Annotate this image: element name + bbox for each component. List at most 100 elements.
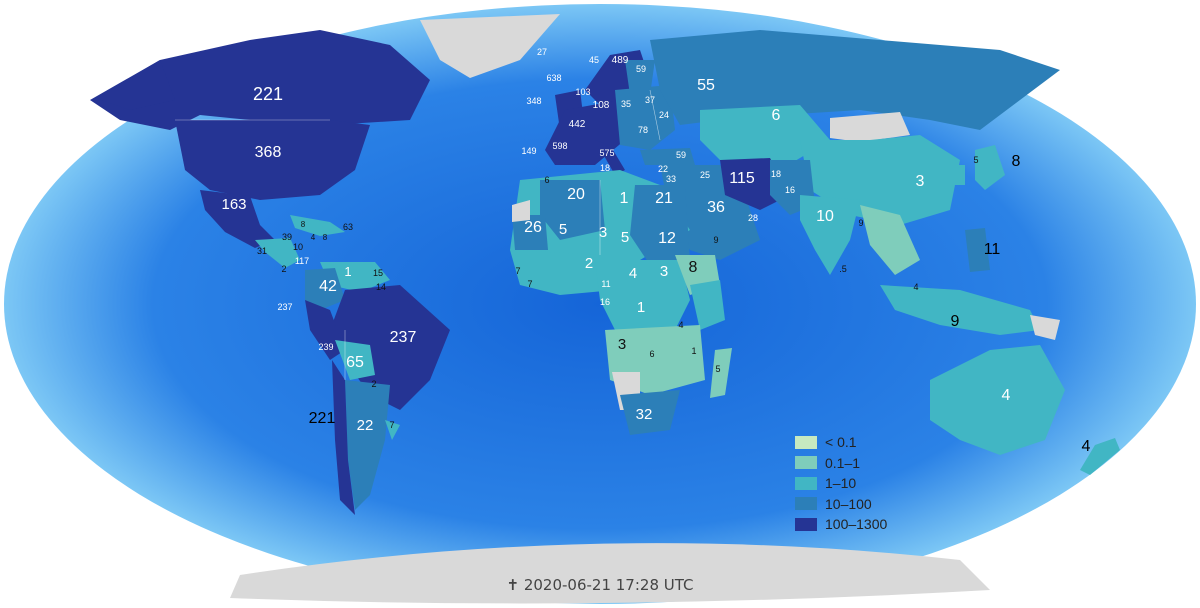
value-label-cyprus: 22 [658,164,668,174]
region-finland[interactable] [625,60,655,95]
value-label-germany: 108 [593,100,610,111]
value-label-philippines: 11 [984,241,1001,258]
region-canada[interactable] [90,30,430,130]
region-caribbean[interactable] [290,215,345,236]
region-chile[interactable] [332,360,355,515]
legend-swatch [795,456,817,470]
region-philippines[interactable] [965,228,990,272]
value-label-lebanon: 33 [666,174,676,184]
region-central-asia[interactable] [700,105,830,170]
value-label-southafrica: 32 [636,406,653,423]
value-label-guatemala: 39 [282,232,292,242]
region-east-africa[interactable] [690,280,725,330]
value-label-mozambique: 1 [691,346,696,356]
value-label-portugal: 149 [521,146,536,156]
value-label-senegal: 7 [515,266,520,276]
value-label-dominican: 63 [343,222,353,232]
value-label-saudi: 36 [707,199,725,216]
region-egypt-sudan[interactable] [630,185,690,265]
region-italy[interactable] [595,140,625,175]
region-japan[interactable] [975,145,1005,190]
value-label-chile: 221 [309,410,336,427]
region-mauritania[interactable] [512,215,548,250]
value-label-ethiopia: 8 [689,259,698,276]
region-eastern-europe[interactable] [615,85,675,150]
country-borders [175,89,661,380]
region-south-africa[interactable] [620,390,680,435]
value-label-mali: 5 [559,221,567,238]
legend-item: 100–1300 [795,514,935,535]
region-papua[interactable] [1030,315,1060,340]
value-label-italy: 575 [599,148,614,158]
region-west-africa[interactable] [510,250,615,295]
legend-swatch [795,435,817,449]
region-turkey[interactable] [640,148,695,165]
value-label-elsalvador: 31 [257,246,267,256]
value-label-indonesia: 9 [951,313,960,330]
region-central-africa[interactable] [595,260,690,340]
region-australia[interactable] [930,345,1065,455]
value-label-drc: 1 [637,299,645,316]
region-indonesia[interactable] [880,285,1040,335]
legend-item: < 0.1 [795,432,935,453]
value-label-madagascar: 5 [715,364,720,374]
legend-label: 100–1300 [825,516,888,533]
region-peru[interactable] [305,300,345,360]
value-label-malaysia: 4 [913,282,918,292]
region-brazil[interactable] [330,285,450,410]
value-label-colombia: 42 [319,278,337,295]
value-label-angola: 3 [618,336,626,353]
region-uruguay[interactable] [385,420,400,440]
region-central-america[interactable] [255,238,300,268]
region-usa[interactable] [175,120,370,200]
value-label-chad: 5 [621,229,629,246]
region-mexico[interactable] [200,190,275,248]
value-label-egypt: 21 [655,190,673,207]
value-label-russia: 55 [697,77,715,94]
value-label-cuba: 8 [301,220,306,229]
region-western-sahara[interactable] [512,200,530,222]
value-label-ireland: 348 [526,96,541,106]
region-colombia[interactable] [305,268,345,310]
region-korea[interactable] [955,165,965,185]
timestamp: ✝ 2020-06-21 17:28 UTC [506,576,694,594]
value-label-belgium: 442 [569,119,586,130]
legend-swatch [795,476,817,490]
value-label-sweden: 489 [612,55,629,66]
value-label-romania: 78 [638,125,648,135]
value-label-netherlands: 103 [575,87,590,97]
value-label-guyana: 15 [373,268,383,278]
region-russia[interactable] [650,30,1060,130]
region-new-zealand[interactable] [1080,438,1120,475]
legend-label: 10–100 [825,495,872,512]
region-greenland[interactable] [420,14,560,78]
value-label-belarus: 37 [645,95,655,105]
value-label-iceland: 27 [537,47,547,57]
value-label-kazakhstan: 6 [772,107,781,124]
value-label-malta: 18 [600,163,610,173]
legend: < 0.1 0.1–1 1–10 10–100 100–1300 [795,432,935,535]
region-mongolia[interactable] [830,112,910,142]
region-alaska[interactable] [95,60,175,110]
legend-item: 1–10 [795,473,935,494]
value-label-guinea: 7 [527,279,532,289]
legend-label: 1–10 [825,475,857,492]
region-argentina[interactable] [345,380,390,510]
value-label-japan: 8 [1012,153,1021,170]
value-label-mexico: 163 [221,196,246,213]
region-antarctica [230,543,990,604]
value-label-pakistan: 16 [785,185,795,195]
value-label-uruguay: 7 [389,420,394,430]
value-label-srilanka: .5 [839,264,847,274]
region-se-asia[interactable] [860,205,920,275]
legend-swatch [795,497,817,511]
value-label-tanzania: 4 [678,320,683,330]
legend-label: 0.1–1 [825,454,861,471]
region-india[interactable] [800,195,860,275]
value-label-car: 4 [629,265,637,282]
value-label-zambia: 6 [649,349,654,359]
region-algeria[interactable] [540,180,605,240]
value-label-china: 3 [916,173,925,190]
region-madagascar[interactable] [710,348,732,398]
value-label-spain: 598 [552,141,567,151]
